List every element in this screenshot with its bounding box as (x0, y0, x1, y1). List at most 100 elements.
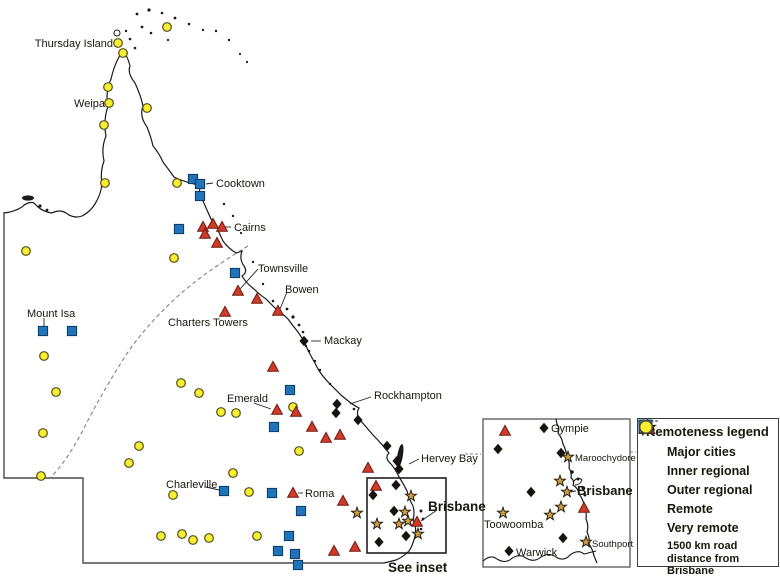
dashed-line-icon (638, 420, 667, 577)
label-brisbane: Brisbane (577, 483, 633, 498)
label-toowoomba: Toowoomba (484, 519, 544, 531)
marker-outer-regional (577, 501, 591, 513)
islands (22, 8, 425, 531)
label-cooktown: Cooktown (216, 178, 265, 190)
marker-remote (284, 384, 296, 396)
marker-very-remote (104, 98, 114, 108)
legend-item-distance-note: 1500 km road distance from Brisbane (638, 420, 772, 577)
legend-item-very-remote: Very remote (639, 420, 772, 537)
callout-line (420, 509, 438, 522)
callout-line (239, 268, 259, 290)
marker-very-remote (231, 408, 241, 418)
legend-box: Remoteness legend Major cities Inner reg… (637, 418, 779, 577)
legend-label-very-remote: Very remote (667, 520, 739, 535)
marker-inner-regional (331, 407, 341, 419)
marker-outer-regional (327, 544, 341, 556)
label-roma: Roma (305, 488, 335, 500)
marker-very-remote (38, 428, 48, 438)
marker-outer-regional (336, 494, 350, 506)
coastline-west (3, 50, 124, 218)
marker-remote (66, 325, 78, 337)
label-charleville: Charleville (166, 479, 217, 491)
marker-very-remote (36, 471, 46, 481)
marker-remote (266, 487, 278, 499)
marker-remote (173, 223, 185, 235)
legend-item-inner-regional: Inner regional (640, 420, 772, 480)
distance-arc-1500km (50, 245, 249, 478)
marker-very-remote (162, 22, 172, 32)
marker-major-city (370, 516, 384, 530)
marker-remote (283, 530, 295, 542)
marker-remote (289, 548, 301, 560)
marker-inner-regional (391, 479, 401, 491)
marker-inner-regional (539, 422, 549, 434)
label-mackay: Mackay (324, 335, 362, 347)
marker-inner-regional (299, 335, 309, 347)
callout-line (253, 402, 272, 410)
marker-remote (295, 505, 307, 517)
legend-label-major-cities: Major cities (667, 444, 736, 459)
marker-remote (272, 545, 284, 557)
marker-outer-regional (270, 403, 284, 415)
marker-remote (229, 267, 241, 279)
label-charters-towers: Charters Towers (168, 317, 248, 329)
state-border (3, 212, 384, 564)
marker-remote (218, 485, 230, 497)
label-warwick: Warwick (516, 547, 558, 559)
callout-line (205, 486, 220, 491)
marker-very-remote (194, 388, 204, 398)
marker-very-remote (204, 533, 214, 543)
marker-outer-regional (271, 304, 285, 316)
marker-outer-regional (498, 424, 512, 436)
callout-line (349, 396, 372, 405)
marker-outer-regional (333, 428, 347, 440)
marker-outer-regional (218, 305, 232, 317)
marker-very-remote (134, 441, 144, 451)
marker-very-remote (169, 253, 179, 263)
marker-major-city (411, 526, 425, 540)
marker-very-remote (156, 531, 166, 541)
marker-inner-regional (493, 443, 503, 455)
marker-major-city (554, 499, 568, 513)
legend-item-major-cities: Major cities (638, 419, 772, 461)
marker-major-city (560, 484, 574, 498)
marker-major-city (404, 488, 418, 502)
label-brisbane: Brisbane (428, 499, 486, 514)
legend-label-distance-note: 1500 km road distance from Brisbane (667, 540, 740, 577)
marker-remote (268, 421, 280, 433)
marker-very-remote (216, 407, 226, 417)
marker-very-remote (100, 178, 110, 188)
marker-inner-regional (382, 440, 392, 452)
marker-inner-regional (504, 545, 514, 557)
marker-outer-regional (250, 292, 264, 304)
marker-inner-regional (526, 486, 536, 498)
label-hervey-bay: Hervey Bay (421, 453, 478, 465)
marker-inner-regional (558, 532, 568, 544)
legend-label-outer-regional: Outer regional (667, 482, 753, 497)
inset-map-markers (493, 422, 593, 557)
marker-very-remote (168, 490, 178, 500)
marker-outer-regional (348, 540, 362, 552)
main-map-labels: Thursday Island Weipa Cooktown Cairns Townsv… (27, 38, 486, 575)
label-gympie: Gympie (551, 423, 589, 435)
marker-outer-regional (289, 405, 303, 417)
label-southport: Southport (592, 539, 634, 550)
label-maroochydore: Maroochydore (575, 453, 636, 464)
marker-major-city (350, 505, 364, 519)
marker-very-remote (142, 103, 152, 113)
inset-moreton-bay (572, 477, 583, 486)
callout-line (279, 291, 288, 310)
marker-outer-regional (210, 236, 224, 248)
marker-inner-regional (394, 463, 404, 475)
marker-very-remote (176, 378, 186, 388)
marker-very-remote (113, 38, 123, 48)
label-townsville: Townsville (258, 263, 308, 275)
marker-major-city (401, 513, 415, 527)
inset-map-labels: Gympie Maroochydore Brisbane Toowoomba Warwi… (484, 423, 636, 559)
legend-item-remote: Remote (638, 419, 772, 518)
marker-very-remote (188, 535, 198, 545)
legend-title: Remoteness legend (646, 424, 769, 439)
inset-islands (570, 470, 587, 497)
